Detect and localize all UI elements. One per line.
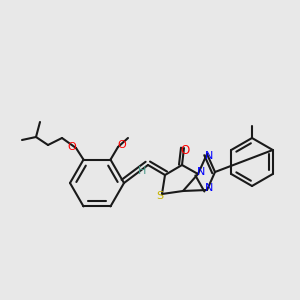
- Text: N: N: [197, 167, 205, 177]
- Text: O: O: [180, 143, 190, 157]
- Text: H: H: [138, 166, 146, 176]
- Text: S: S: [156, 191, 164, 201]
- Text: N: N: [205, 151, 213, 161]
- Text: N: N: [205, 183, 213, 193]
- Text: O: O: [118, 140, 126, 150]
- Text: O: O: [68, 142, 76, 152]
